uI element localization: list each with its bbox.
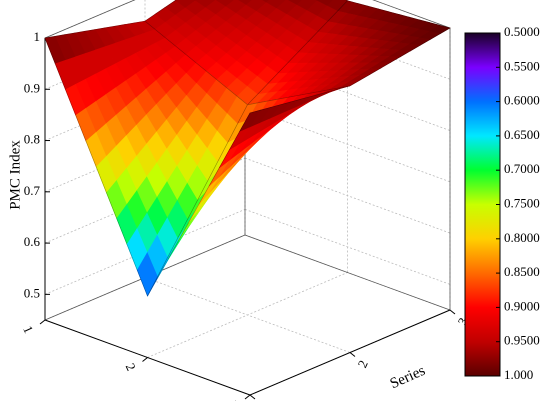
grid-line bbox=[144, 277, 351, 353]
surface-patch bbox=[239, 109, 261, 132]
z-axis-label: PMC Index bbox=[7, 140, 23, 210]
z-tick-label: 1 bbox=[34, 29, 41, 44]
x-tick bbox=[39, 319, 46, 325]
z-tick-label: 0.8 bbox=[24, 132, 40, 147]
z-tick-label: 0.9 bbox=[24, 80, 40, 95]
z-tick-label: 0.7 bbox=[24, 183, 41, 198]
y-tick bbox=[249, 394, 256, 400]
colorbar-tick-label: 0.6500 bbox=[504, 127, 540, 142]
colorbar-tick-label: 0.6000 bbox=[504, 93, 540, 108]
z-tick-label: 0.5 bbox=[24, 285, 40, 300]
colorbar-tick-label: 0.7500 bbox=[504, 195, 540, 210]
colorbar-tick-label: 0.7000 bbox=[504, 161, 540, 176]
box-edge bbox=[372, 0, 451, 29]
colorbar-tick-label: 0.9000 bbox=[504, 298, 540, 313]
x-tick bbox=[244, 394, 251, 400]
box-edge bbox=[44, 0, 136, 39]
x-tick-label: 1 bbox=[20, 323, 36, 335]
x-tick-label: 2 bbox=[123, 361, 139, 373]
y-tick-label: 2 bbox=[354, 358, 370, 370]
colorbar bbox=[464, 32, 501, 377]
box-edge bbox=[244, 234, 451, 311]
colorbar-tick-label: 0.5000 bbox=[504, 24, 540, 39]
colorbar-tick-label: 0.8000 bbox=[504, 230, 540, 245]
colorbar-tick-label: 0.8500 bbox=[504, 264, 540, 279]
colorbar-tick-label: 0.5500 bbox=[504, 58, 540, 73]
colorbar-tick-label: 1.000 bbox=[504, 367, 533, 382]
y-tick bbox=[349, 352, 356, 357]
colorbar-tick-label: 0.9500 bbox=[504, 333, 540, 348]
y-tick bbox=[449, 309, 456, 315]
x-tick bbox=[142, 357, 148, 362]
z-tick-label: 0.6 bbox=[24, 234, 41, 249]
y-axis-label: Series bbox=[388, 363, 428, 393]
surface-mesh bbox=[147, 85, 351, 297]
